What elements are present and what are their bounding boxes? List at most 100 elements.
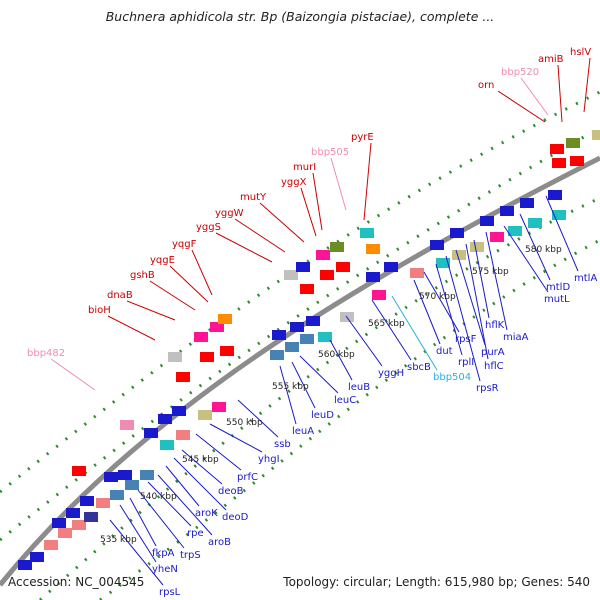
- gene-label-inner: aroK: [195, 508, 218, 519]
- gene-feature: [168, 352, 182, 362]
- leader-line: [391, 295, 438, 371]
- gene-label-inner: hflC: [484, 361, 504, 372]
- kbp-tick-label: 565 kbp: [368, 319, 405, 329]
- leader-line: [371, 299, 412, 361]
- gene-feature: [200, 352, 214, 362]
- gene-label-outer: orn: [478, 80, 494, 91]
- leader-line: [330, 157, 347, 211]
- gene-label-inner: trpS: [180, 550, 201, 561]
- gene-label-outer: hslV: [570, 47, 591, 58]
- gene-feature: [508, 226, 522, 236]
- gene-feature: [430, 240, 444, 250]
- leader-line: [345, 315, 383, 367]
- gene-feature: [160, 440, 174, 450]
- gene-label-outer: mutY: [240, 192, 267, 203]
- gene-feature: [528, 218, 542, 228]
- map-title: Buchnera aphidicola str. Bp (Baizongia p…: [105, 9, 495, 24]
- leader-line: [485, 231, 508, 331]
- gene-feature: [58, 528, 72, 538]
- leader-line: [312, 172, 323, 231]
- kbp-tick-label: 535 kbp: [100, 535, 137, 545]
- gene-feature: [436, 258, 450, 268]
- gene-label-inner: rplI: [458, 357, 474, 368]
- gene-feature: [592, 130, 600, 140]
- leader-line: [259, 202, 305, 243]
- gene-label-inner: rpsR: [476, 383, 499, 394]
- gene-label-inner: rpe: [187, 528, 204, 539]
- leader-line: [520, 77, 549, 116]
- leader-line: [157, 474, 213, 536]
- gene-label-outer: bbp482: [27, 348, 65, 359]
- leader-line: [109, 519, 164, 586]
- gene-label-outer: yqgF: [172, 239, 197, 250]
- gene-label-inner: mtlA: [574, 273, 597, 284]
- gene-feature: [330, 242, 344, 252]
- leader-line: [149, 280, 196, 311]
- gene-feature: [52, 518, 66, 528]
- leader-line: [137, 489, 185, 549]
- gene-label-outer: dnaB: [107, 290, 133, 301]
- gene-label-inner: rpsF: [455, 334, 477, 345]
- gene-label-inner: bbp504: [433, 372, 471, 383]
- kbp-tick-label: 545 kbp: [182, 455, 219, 465]
- leader-line: [583, 57, 591, 113]
- gene-label-outer: bioH: [88, 305, 111, 316]
- gene-feature: [384, 262, 398, 272]
- leader-line: [465, 243, 489, 360]
- gene-feature: [104, 472, 118, 482]
- leader-line: [300, 187, 317, 237]
- gene-feature: [270, 350, 284, 360]
- kbp-tick-label: 550 kbp: [226, 418, 263, 428]
- label-leaders: [50, 57, 591, 586]
- gene-feature: [360, 228, 374, 238]
- gene-label-inner: sbcB: [407, 362, 431, 373]
- leader-line: [181, 449, 223, 485]
- leader-line: [209, 423, 263, 453]
- kbp-tick-label: 560 kbp: [318, 350, 355, 360]
- gene-label-inner: yheN: [152, 564, 178, 575]
- leader-line: [50, 358, 96, 391]
- kbp-tick-label: 580 kbp: [525, 245, 562, 255]
- leader-line: [165, 465, 200, 507]
- gene-feature: [566, 138, 580, 148]
- gene-label-inner: aroB: [208, 537, 231, 548]
- gene-feature: [272, 330, 286, 340]
- leader-line: [107, 315, 156, 341]
- leader-line: [503, 225, 549, 293]
- gene-feature: [500, 206, 514, 216]
- leader-line: [279, 365, 297, 425]
- gene-label-inner: yhgI: [258, 454, 280, 465]
- leader-line: [126, 300, 176, 321]
- leader-line: [147, 481, 192, 527]
- leader-line: [215, 232, 273, 263]
- gene-feature: [220, 346, 234, 356]
- kbp-tick-label: 570 kbp: [419, 292, 456, 302]
- gene-feature: [290, 322, 304, 332]
- gene-feature: [550, 144, 564, 154]
- gene-feature: [450, 228, 464, 238]
- gene-feature: [84, 512, 98, 522]
- gene-feature: [410, 268, 424, 278]
- gene-label-inner: rpsL: [159, 587, 181, 598]
- gene-feature: [552, 210, 566, 220]
- kbp-ticks: 535 kbp 540 kbp 545 kbp 550 kbp 555 kbp 560 k…: [100, 245, 562, 545]
- leader-line: [191, 249, 213, 296]
- gene-feature: [72, 466, 86, 476]
- accession-label: Accession: NC_004545: [8, 575, 145, 589]
- gene-label-outer: pyrE: [351, 132, 374, 143]
- gene-label-inner: prfC: [237, 472, 258, 483]
- gene-feature: [548, 190, 562, 200]
- gene-feature: [366, 272, 380, 282]
- gene-feature: [120, 420, 134, 430]
- gene-feature: [212, 402, 226, 412]
- gene-label-inner: miaA: [503, 332, 529, 343]
- leader-line: [169, 265, 209, 303]
- leader-line: [119, 504, 157, 563]
- leader-line: [299, 355, 339, 394]
- leader-line: [291, 361, 316, 409]
- leader-line: [423, 271, 460, 333]
- kbp-tick-label: 555 kbp: [272, 382, 309, 392]
- gene-label-outer: gshB: [130, 270, 155, 281]
- gene-feature: [194, 332, 208, 342]
